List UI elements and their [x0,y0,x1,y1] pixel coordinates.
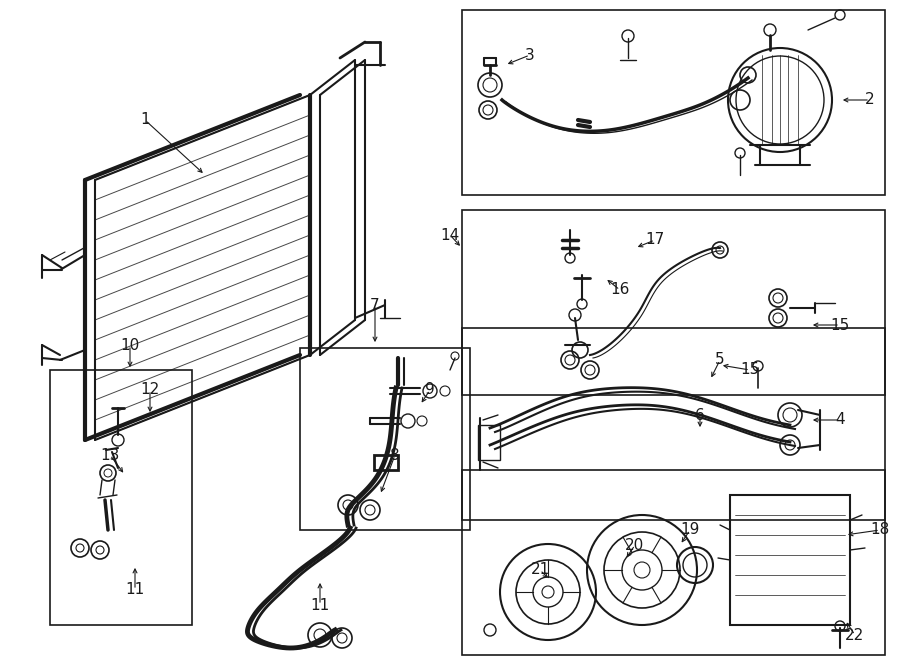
Bar [462,470,885,655]
Text: 13: 13 [100,447,120,463]
Bar [462,328,885,520]
Text: 9: 9 [425,383,435,397]
Text: 19: 19 [680,522,699,537]
Text: 15: 15 [831,317,850,332]
Text: 22: 22 [845,627,865,642]
Text: 15: 15 [741,362,760,377]
Text: 5: 5 [716,352,724,368]
Text: 11: 11 [125,582,145,598]
Text: 6: 6 [695,407,705,422]
Text: 3: 3 [525,48,535,63]
Text: 14: 14 [440,227,460,243]
Bar [462,10,885,195]
Text: 16: 16 [610,282,630,297]
Bar [730,495,850,625]
Text: 20: 20 [626,537,644,553]
Text: 18: 18 [870,522,889,537]
Bar [300,348,470,530]
Text: 12: 12 [140,383,159,397]
Text: 1: 1 [140,112,149,128]
Bar [374,455,398,470]
Text: 10: 10 [121,338,140,352]
Text: 7: 7 [370,297,380,313]
Text: 21: 21 [530,563,550,578]
Bar [50,370,192,625]
Text: 4: 4 [835,412,845,428]
Text: 8: 8 [391,447,400,463]
Bar [478,425,500,460]
Bar [462,210,885,395]
Text: 2: 2 [865,93,875,108]
Text: 17: 17 [645,233,664,247]
Text: 11: 11 [310,598,329,613]
